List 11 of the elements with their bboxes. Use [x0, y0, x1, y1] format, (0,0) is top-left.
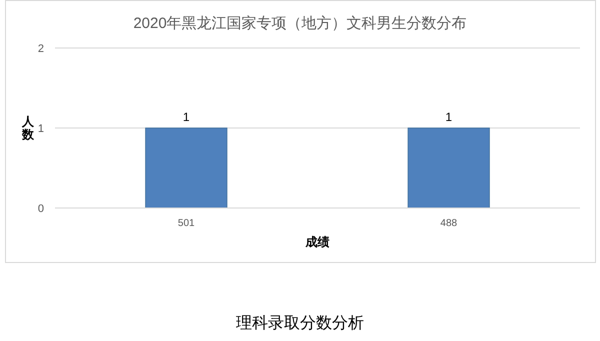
data-label: 1 — [445, 110, 452, 124]
y-tick-label: 2 — [38, 43, 44, 55]
x-tick-label: 488 — [440, 218, 458, 229]
text: 理科录取分数分析 — [236, 314, 364, 332]
chart-title: 2020年黑龙江国家专项（地方）文科男生分数分布 — [133, 15, 467, 32]
y-tick-label: 0 — [38, 203, 44, 215]
y-axis-title: 人数 — [21, 114, 35, 142]
x-tick-label: 501 — [178, 218, 196, 229]
data-label: 1 — [182, 110, 190, 124]
y-tick-label: 1 — [38, 123, 44, 135]
x-axis-title: 成绩 — [304, 235, 330, 249]
